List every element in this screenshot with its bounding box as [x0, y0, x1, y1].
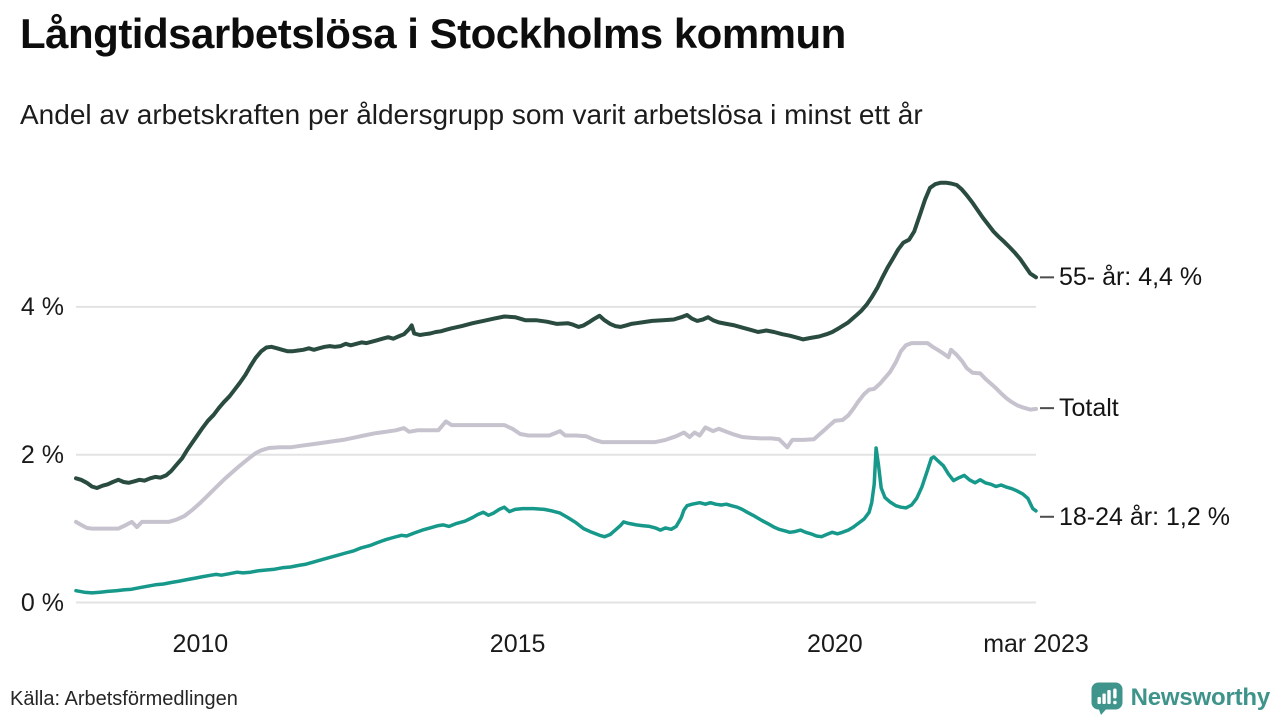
newsworthy-logo-icon: [1091, 682, 1123, 715]
series-end-label-totalt: Totalt: [1059, 394, 1119, 423]
source-caption: Källa: Arbetsförmedlingen: [10, 688, 238, 710]
y-tick-label-2pct: 2 %: [20, 440, 64, 469]
chart-subtitle: Andel av arbetskraften per åldersgrupp s…: [20, 99, 923, 130]
series-line-18-24 år: [74, 446, 1038, 595]
x-tick-label-mar-2023: mar 2023: [983, 630, 1089, 658]
x-tick-label-2015: 2015: [489, 630, 546, 658]
series-end-label-55plus: 55- år: 4,4 %: [1059, 263, 1203, 292]
x-tick-label-2020: 2020: [807, 630, 863, 658]
newsworthy-logo: Newsworthy: [1090, 681, 1270, 715]
y-tick-label-4pct: 4 %: [20, 292, 64, 321]
page-title: Långtidsarbetslösa i Stockholms kommun: [20, 10, 846, 57]
series-line-Totalt: [74, 341, 1038, 531]
newsworthy-logo-text: Newsworthy: [1130, 684, 1271, 711]
y-tick-label-0pct: 0 %: [20, 588, 64, 617]
series-end-label-18-24: 18-24 år: 1,2 %: [1059, 502, 1230, 531]
series-line-55- år: [74, 180, 1038, 490]
x-tick-label-2010: 2010: [172, 630, 229, 658]
